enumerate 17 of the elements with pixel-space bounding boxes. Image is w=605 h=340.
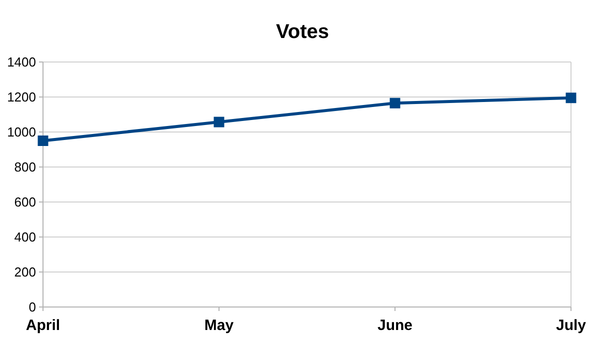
y-tick-label: 600 (14, 194, 36, 210)
x-tick-label: May (204, 317, 234, 334)
y-tick-label: 0 (28, 300, 36, 315)
point (38, 136, 48, 146)
point (566, 92, 576, 104)
point (214, 116, 224, 128)
y-tick-label: 200 (14, 264, 36, 280)
y-tick-label: 1400 (7, 54, 36, 70)
chart-title: Votes (276, 21, 329, 43)
y-tick-label: 400 (14, 230, 36, 245)
y-tick-label: 800 (14, 160, 36, 175)
point (390, 98, 400, 108)
y-tick-label: 1000 (7, 124, 36, 140)
y-tick-label: 1200 (7, 90, 36, 105)
x-tick-label: April (26, 317, 60, 334)
x-tick-label: July (556, 317, 587, 334)
x-tick-label: June (377, 317, 413, 334)
